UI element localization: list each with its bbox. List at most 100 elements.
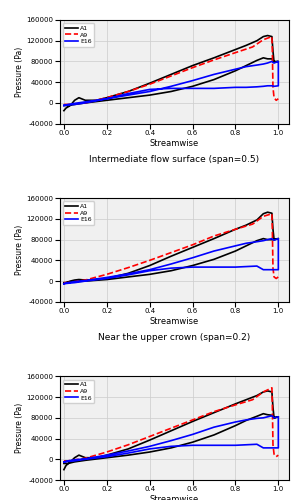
E16 [148, 446, 151, 452]
E16 [244, 84, 248, 90]
A1 [105, 276, 108, 281]
A1 [148, 272, 151, 278]
E16 [148, 268, 151, 274]
E16 [266, 83, 269, 89]
A1 [255, 38, 259, 44]
E16 [270, 58, 274, 64]
A1 [66, 280, 70, 285]
A1 [169, 253, 173, 259]
A1 [262, 236, 265, 242]
A1 [73, 459, 76, 465]
A1 [62, 108, 66, 114]
A9 [274, 454, 278, 460]
A9 [62, 280, 66, 285]
A1 [73, 278, 76, 284]
A1 [272, 236, 276, 242]
Line: A9: A9 [64, 36, 278, 104]
E16 [169, 265, 173, 271]
E16 [105, 274, 108, 280]
A9 [83, 455, 87, 461]
E16 [212, 442, 216, 448]
E16 [105, 96, 108, 102]
A9 [270, 34, 274, 40]
E16 [83, 456, 87, 462]
A1 [255, 217, 259, 223]
E16 [266, 236, 269, 242]
A1 [105, 98, 108, 103]
A9 [251, 221, 254, 227]
E16 [277, 83, 280, 89]
E16 [255, 416, 259, 422]
E16 [262, 84, 265, 89]
E16 [272, 84, 276, 89]
E16 [105, 452, 108, 458]
A9 [271, 265, 275, 271]
E16 [277, 266, 280, 272]
A9 [66, 458, 70, 464]
A1 [212, 55, 216, 61]
E16 [66, 280, 70, 285]
A9 [191, 417, 194, 423]
E16 [105, 96, 108, 102]
E16 [62, 102, 66, 108]
A1 [266, 56, 269, 62]
A1 [66, 460, 70, 466]
E16 [271, 236, 275, 242]
A1 [212, 432, 216, 438]
A1 [212, 76, 216, 82]
E16 [62, 102, 66, 108]
A9 [105, 272, 108, 278]
A1 [169, 428, 173, 434]
E16 [272, 445, 276, 451]
A9 [126, 442, 130, 448]
A1 [62, 460, 66, 466]
E16 [73, 278, 76, 284]
A1 [270, 389, 274, 395]
A9 [271, 402, 274, 408]
E16 [255, 238, 259, 244]
Line: A1: A1 [64, 391, 278, 469]
E16 [62, 459, 66, 465]
A1 [66, 102, 70, 108]
Line: A1: A1 [64, 212, 278, 284]
A1 [191, 62, 194, 68]
E16 [234, 243, 237, 249]
A1 [64, 105, 68, 111]
A9 [105, 94, 108, 100]
A9 [148, 434, 151, 440]
E16 [234, 442, 237, 448]
E16 [272, 60, 276, 66]
A1 [255, 238, 259, 244]
A1 [277, 58, 280, 64]
A9 [270, 385, 274, 391]
A9 [271, 442, 275, 448]
A1 [270, 56, 274, 62]
A1 [94, 98, 98, 103]
E16 [272, 415, 276, 421]
A1 [73, 102, 76, 107]
A1 [83, 278, 87, 284]
A1 [62, 466, 66, 472]
E16 [277, 445, 280, 451]
E16 [83, 278, 87, 283]
E16 [255, 263, 259, 269]
E16 [169, 261, 173, 267]
E16 [266, 414, 269, 420]
A1 [64, 462, 68, 468]
A1 [277, 236, 280, 242]
A1 [191, 418, 194, 424]
A1 [169, 445, 173, 451]
A1 [69, 278, 72, 284]
A1 [234, 68, 237, 74]
A1 [191, 84, 194, 89]
A1 [62, 280, 66, 286]
A1 [270, 210, 274, 216]
A1 [191, 244, 194, 250]
E16 [277, 58, 280, 64]
E16 [272, 237, 276, 243]
A9 [62, 102, 66, 107]
A1 [255, 392, 259, 398]
A1 [83, 100, 87, 106]
E16 [234, 84, 237, 90]
A9 [277, 274, 280, 280]
